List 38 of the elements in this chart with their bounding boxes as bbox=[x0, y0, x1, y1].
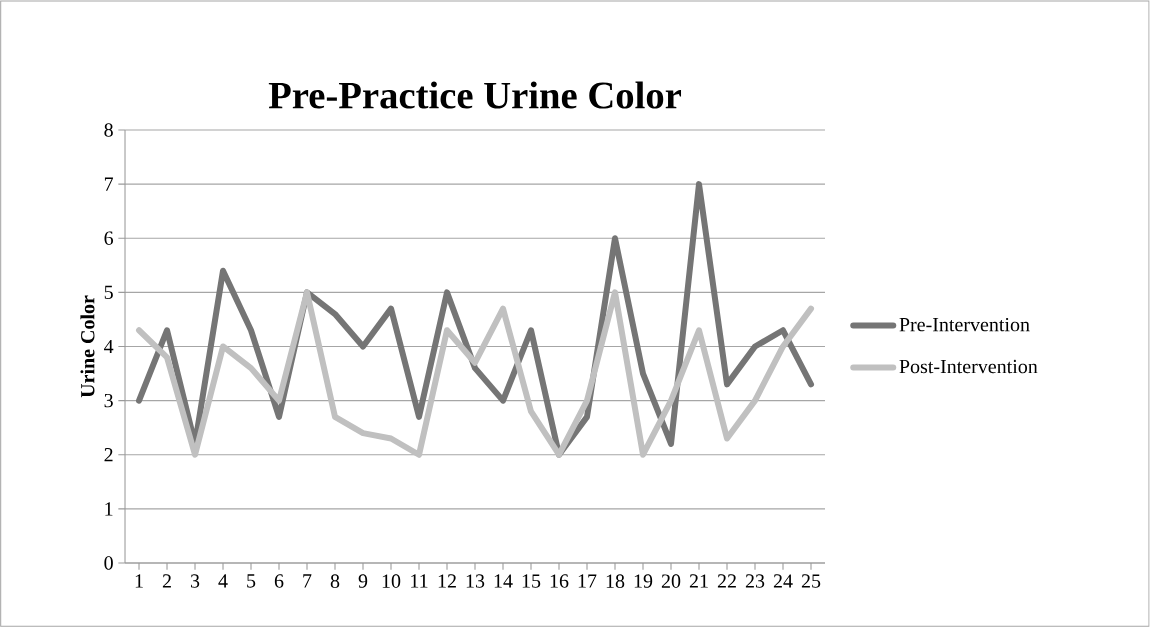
x-tick-label: 8 bbox=[330, 574, 340, 588]
x-tick-label: 25 bbox=[801, 574, 821, 588]
x-tick-label: 4 bbox=[218, 574, 228, 588]
x-tick-label: 5 bbox=[247, 574, 256, 588]
x-tick-label: 14 bbox=[494, 574, 513, 588]
x-tick-label: 3 bbox=[190, 574, 200, 588]
x-tick-label: 18 bbox=[606, 574, 625, 588]
x-tick-label: 6 bbox=[274, 574, 284, 588]
y-tick-label: 0 bbox=[104, 556, 113, 570]
y-tick-label: 1 bbox=[105, 502, 113, 516]
y-tick-label: 6 bbox=[104, 231, 114, 245]
y-tick-label: 2 bbox=[104, 448, 113, 462]
y-tick-label: 3 bbox=[104, 393, 113, 408]
x-tick-label: 9 bbox=[358, 574, 368, 588]
x-tick-label: 1 bbox=[135, 574, 143, 588]
x-tick-label: 20 bbox=[661, 574, 681, 588]
x-tick-label: 21 bbox=[689, 574, 708, 588]
x-tick-label: 24 bbox=[773, 574, 793, 588]
x-tick-label: 16 bbox=[550, 574, 569, 588]
x-tick-label: 17 bbox=[578, 574, 597, 588]
y-axis-title: Urine Color bbox=[80, 295, 95, 398]
legend-label: Pre-Intervention bbox=[899, 317, 1030, 332]
x-tick-label: 10 bbox=[382, 574, 401, 588]
x-tick-label: 13 bbox=[466, 574, 485, 588]
y-tick-label: 8 bbox=[104, 123, 113, 137]
legend-label: Post-Intervention bbox=[899, 359, 1038, 374]
chart-title: Pre-Practice Urine Color bbox=[268, 81, 682, 109]
x-tick-label: 2 bbox=[162, 574, 171, 588]
x-tick-label: 15 bbox=[522, 574, 541, 588]
x-tick-label: 7 bbox=[303, 574, 312, 588]
x-tick-label: 12 bbox=[438, 574, 456, 588]
x-tick-label: 19 bbox=[634, 574, 653, 588]
y-tick-label: 5 bbox=[104, 285, 113, 300]
y-tick-label: 7 bbox=[104, 177, 114, 191]
x-tick-label: 11 bbox=[411, 574, 428, 588]
x-tick-label: 23 bbox=[745, 574, 765, 588]
x-tick-label: 22 bbox=[717, 574, 736, 588]
y-tick-label: 4 bbox=[104, 339, 114, 354]
